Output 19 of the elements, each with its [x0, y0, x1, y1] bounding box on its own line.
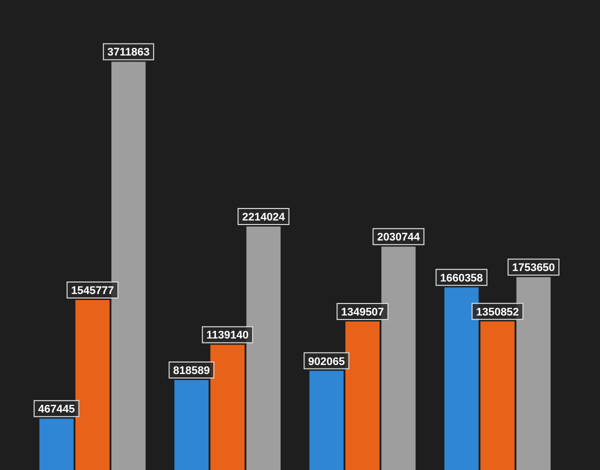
data-label: 1349507 — [341, 306, 384, 319]
bar — [480, 321, 515, 470]
data-label: 902065 — [308, 356, 345, 368]
data-label: 1660358 — [440, 272, 483, 284]
data-label: 2214024 — [242, 211, 286, 224]
data-label: 467445 — [38, 404, 75, 416]
data-label: 1753650 — [512, 262, 555, 274]
bar — [210, 344, 245, 470]
bar — [345, 322, 380, 470]
bar — [75, 300, 110, 470]
data-label: 1139140 — [206, 330, 249, 342]
data-label: 1545777 — [71, 284, 114, 297]
data-label: 3711863 — [107, 46, 150, 59]
data-label: 1350852 — [476, 306, 519, 318]
bar — [174, 380, 209, 470]
data-label: 2030744 — [377, 232, 421, 244]
bar — [39, 418, 74, 470]
bar — [309, 370, 344, 470]
data-label: 818589 — [173, 364, 210, 377]
